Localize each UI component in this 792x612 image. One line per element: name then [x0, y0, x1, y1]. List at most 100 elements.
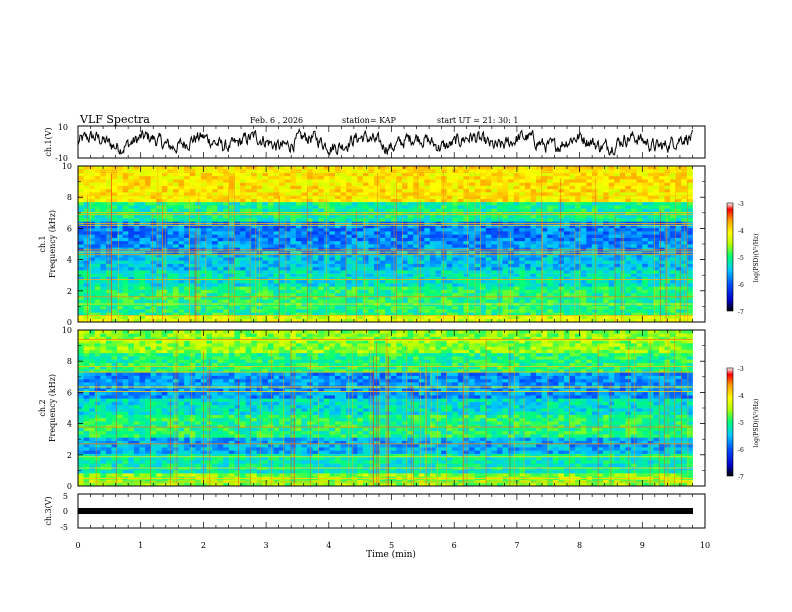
spectrogram-cell	[485, 276, 492, 281]
spectrogram-cell	[580, 231, 587, 235]
spectrogram-cell	[485, 289, 492, 294]
spectrogram-cell	[496, 244, 503, 248]
spectrogram-cell	[128, 286, 135, 290]
spectrogram-cell	[569, 198, 576, 203]
spectrogram-cell	[206, 309, 213, 313]
spectrogram-cell	[547, 211, 554, 216]
spectrogram-cell	[580, 224, 587, 229]
spectrogram-cell	[563, 234, 570, 238]
spectrogram-cell	[385, 253, 392, 258]
spectrogram-cell	[675, 315, 682, 320]
spectrogram-cell	[379, 240, 386, 245]
spectrogram-cell	[318, 253, 325, 258]
spectrogram-cell	[206, 240, 213, 245]
spectrogram-cell	[122, 192, 129, 196]
spectrogram-cell	[614, 179, 621, 183]
spectrogram-cell	[619, 257, 626, 261]
spectrogram-cell	[189, 192, 196, 196]
spectrogram-cell	[133, 276, 140, 281]
spectrogram-cell	[156, 257, 163, 261]
spectrogram-cell	[636, 198, 643, 203]
spectrogram-cell	[401, 179, 408, 183]
spectrogram-cell	[184, 270, 191, 274]
spectrogram-cell	[625, 192, 632, 196]
spectrogram-cell	[301, 289, 308, 294]
spectrogram-cell	[167, 240, 174, 245]
spectrogram-cell	[184, 214, 191, 219]
spectrogram-cell	[519, 182, 526, 186]
spectrogram-cell	[172, 266, 179, 271]
spectrogram-cell	[346, 182, 353, 186]
spectrogram-cell	[631, 289, 637, 294]
spectrogram-cell	[413, 312, 420, 316]
spectrogram-cell	[145, 263, 152, 268]
spectrogram-cell	[631, 175, 637, 180]
spectrogram-cell	[642, 299, 649, 303]
spectrogram-cell	[491, 305, 498, 310]
spectrogram-cell	[256, 179, 263, 183]
spectrogram-cell	[145, 201, 152, 206]
spectrogram-cell	[284, 286, 291, 290]
spectrogram-cell	[619, 305, 626, 310]
spectrogram-cell	[636, 231, 643, 235]
spectrogram-cell	[83, 201, 90, 206]
spectrogram-cell	[385, 185, 392, 190]
spectrogram-cell	[145, 182, 152, 186]
spectrogram-cell	[346, 273, 353, 277]
spectrogram-cell	[675, 286, 682, 290]
spectrogram-cell	[463, 315, 470, 320]
spectrogram-cell	[362, 234, 369, 238]
spectrogram-cell	[642, 205, 649, 209]
spectrogram-cell	[318, 299, 325, 303]
spectrogram-cell	[631, 227, 637, 232]
spectrogram-cell	[603, 205, 610, 209]
spectrogram-cell	[603, 198, 610, 203]
spectrogram-cell	[686, 289, 693, 294]
spectrogram-cell	[441, 224, 448, 229]
spectrogram-cell	[111, 175, 118, 180]
spectrogram-cell	[245, 286, 252, 290]
spectrogram-cell	[133, 286, 140, 290]
spectrogram-cell	[541, 227, 548, 232]
spectrogram-cell	[664, 218, 671, 222]
spectrogram-cell	[111, 182, 118, 186]
spectrogram-cell	[424, 179, 431, 183]
spectrogram-cell	[457, 253, 464, 258]
spectrogram-cell	[670, 276, 677, 281]
spectrogram-cell	[273, 218, 280, 222]
spectrogram-cell	[524, 276, 531, 281]
spectrogram-cell	[614, 175, 621, 180]
spectrogram-cell	[435, 231, 442, 235]
spectrogram-cell	[172, 253, 179, 258]
spectrogram-cell	[357, 289, 364, 294]
spectrogram-cell	[597, 214, 604, 219]
spectrogram-cell	[407, 211, 414, 216]
spectrogram-cell	[111, 247, 118, 251]
spectrogram-cell	[608, 312, 615, 316]
spectrogram-cell	[513, 296, 520, 300]
spectrogram-cell	[418, 292, 425, 297]
spectrogram-cell	[262, 218, 269, 222]
spectrogram-cell	[558, 188, 565, 193]
spectrogram-cell	[457, 214, 464, 219]
spectrogram-cell	[262, 237, 269, 242]
spectrogram-cell	[290, 175, 297, 180]
spectrogram-cell	[541, 214, 548, 219]
spectrogram-cell	[217, 198, 224, 203]
spectrogram-cell	[307, 201, 314, 206]
spectrogram-cell	[368, 296, 375, 300]
spectrogram-cell	[452, 286, 459, 290]
spectrogram-cell	[279, 266, 286, 271]
spectrogram-cell	[435, 188, 442, 193]
spectrogram-cell	[407, 253, 414, 258]
spectrogram-cell	[524, 309, 531, 313]
spectrogram-cell	[513, 214, 520, 219]
spectrogram-cell	[307, 185, 314, 190]
spectrogram-cell	[552, 201, 559, 206]
spectrogram-cell	[603, 312, 610, 316]
spectrogram-cell	[111, 279, 118, 284]
spectrogram-cell	[178, 218, 185, 222]
spectrogram-cell	[491, 208, 498, 212]
spectrogram-cell	[94, 270, 101, 274]
spectrogram-cell	[212, 276, 219, 281]
